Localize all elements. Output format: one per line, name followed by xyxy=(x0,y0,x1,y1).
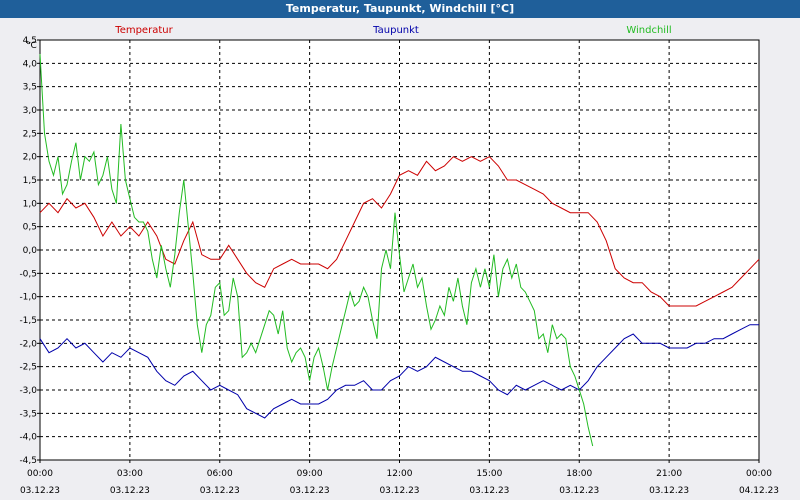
y-tick-label: -3,0 xyxy=(19,386,37,396)
x-tick-date-label: 03.12.23 xyxy=(110,486,150,496)
y-tick-label: 0,0 xyxy=(23,246,38,256)
y-tick-label: 4,5 xyxy=(23,36,37,46)
x-tick-time-label: 15:00 xyxy=(476,469,502,479)
x-tick-time-label: 00:00 xyxy=(746,469,772,479)
series-line-windchill xyxy=(39,53,594,447)
y-tick-label: -2,0 xyxy=(19,339,37,349)
y-tick-label: -4,5 xyxy=(19,456,37,466)
series-lines xyxy=(39,53,760,447)
y-tick-label: 3,5 xyxy=(23,83,37,93)
x-tick-time-label: 06:00 xyxy=(207,469,233,479)
y-axis-label: °C xyxy=(26,41,37,51)
x-tick-date-label: 03.12.23 xyxy=(469,486,509,496)
y-tick-label: -0,5 xyxy=(19,269,37,279)
y-tick-label: -3,5 xyxy=(19,409,37,419)
y-tick-label: -1,0 xyxy=(19,293,37,303)
x-tick-time-label: 09:00 xyxy=(297,469,323,479)
y-tick-label: 1,0 xyxy=(23,199,38,209)
x-tick-time-label: 18:00 xyxy=(566,469,592,479)
y-tick-label: -1,5 xyxy=(19,316,37,326)
x-tick-date-label: 03.12.23 xyxy=(20,486,60,496)
x-tick-date-label: 03.12.23 xyxy=(200,486,240,496)
x-tick-date-label: 04.12.23 xyxy=(739,486,779,496)
x-tick-time-label: 12:00 xyxy=(387,469,413,479)
y-tick-label: 1,5 xyxy=(23,176,37,186)
series-line-temperatur xyxy=(39,156,760,307)
window-title: Temperatur, Taupunkt, Windchill [°C] xyxy=(0,0,800,18)
x-tick-date-label: 03.12.23 xyxy=(379,486,419,496)
y-tick-label: -4,0 xyxy=(19,433,37,443)
legend: Temperatur Taupunkt Windchill xyxy=(114,25,671,36)
y-axis: 4,5 4,0 3,5 3,0 2,5 2,0 1,5 1,0 0,5 0,0 -0,5 -1,0 -1… xyxy=(19,36,40,466)
y-tick-label: 2,0 xyxy=(23,153,38,163)
x-tick-date-label: 03.12.23 xyxy=(649,486,689,496)
y-tick-label: 2,5 xyxy=(23,129,37,139)
legend-entry-taupunkt: Taupunkt xyxy=(372,25,419,36)
x-tick-time-label: 03:00 xyxy=(117,469,143,479)
x-tick-date-label: 03.12.23 xyxy=(559,486,599,496)
x-axis: 00:00 03.12.23 03:00 03.12.23 06:00 03.12.23 0… xyxy=(20,460,779,496)
legend-entry-temperatur: Temperatur xyxy=(114,25,173,36)
x-tick-date-label: 03.12.23 xyxy=(290,486,330,496)
y-tick-label: 4,0 xyxy=(23,59,38,69)
legend-entry-windchill: Windchill xyxy=(626,25,671,36)
y-tick-label: 0,5 xyxy=(23,223,37,233)
y-tick-label: -2,5 xyxy=(19,363,37,373)
series-line-taupunkt xyxy=(39,324,759,419)
x-tick-time-label: 00:00 xyxy=(27,469,53,479)
x-tick-time-label: 21:00 xyxy=(656,469,682,479)
y-tick-label: 3,0 xyxy=(23,106,38,116)
